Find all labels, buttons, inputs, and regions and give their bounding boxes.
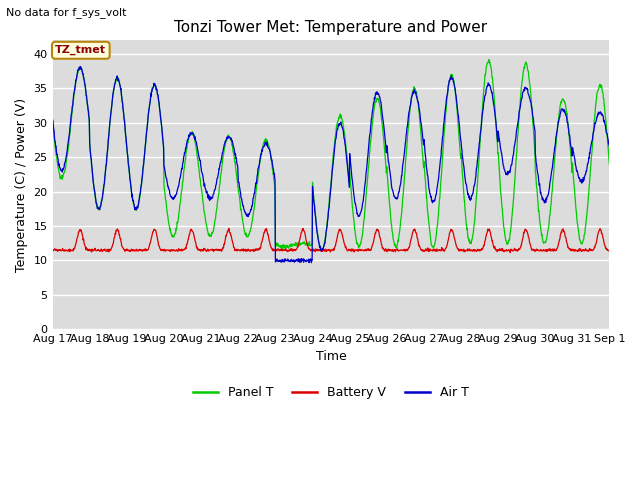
Title: Tonzi Tower Met: Temperature and Power: Tonzi Tower Met: Temperature and Power [174,20,488,35]
Legend: Panel T, Battery V, Air T: Panel T, Battery V, Air T [188,381,474,404]
Text: TZ_tmet: TZ_tmet [55,45,106,55]
X-axis label: Time: Time [316,350,346,363]
Y-axis label: Temperature (C) / Power (V): Temperature (C) / Power (V) [15,98,28,272]
Text: No data for f_sys_volt: No data for f_sys_volt [6,7,127,18]
